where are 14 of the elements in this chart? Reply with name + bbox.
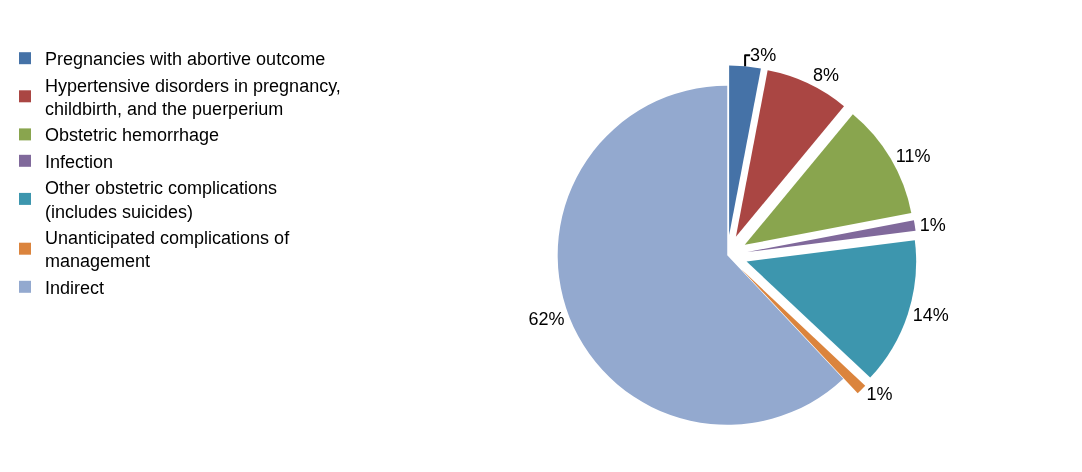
legend-label: Obstetric hemorrhage <box>45 125 220 146</box>
legend-label: Other obstetric complications (includes suicides) <box>45 178 278 222</box>
data-label: 3% <box>750 45 777 66</box>
data-label: 1% <box>866 384 893 405</box>
legend-label: Infection <box>45 151 114 172</box>
data-label: 11% <box>895 145 931 166</box>
legend-label: Unanticipated complications of management <box>45 228 291 272</box>
legend-label: Indirect <box>45 277 105 298</box>
data-label: 14% <box>912 304 949 325</box>
data-label: 62% <box>528 308 565 329</box>
legend-label: Pregnancies with abortive outcome <box>45 49 326 70</box>
data-label: 1% <box>919 215 946 236</box>
data-label: 8% <box>813 65 840 86</box>
legend-label: Hypertensive disorders in pregnancy, childbirth, and the puerperium <box>45 75 341 120</box>
